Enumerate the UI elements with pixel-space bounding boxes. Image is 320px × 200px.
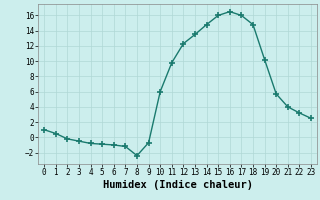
X-axis label: Humidex (Indice chaleur): Humidex (Indice chaleur): [103, 180, 252, 190]
